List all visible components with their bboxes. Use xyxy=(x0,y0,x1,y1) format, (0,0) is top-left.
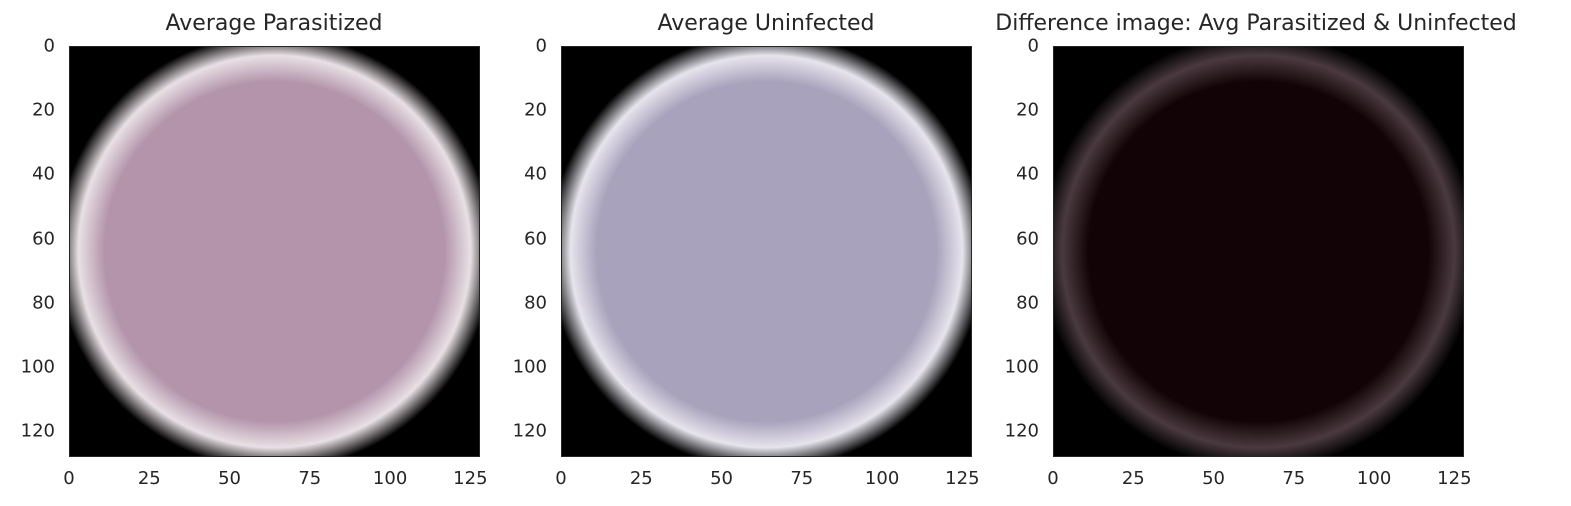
y-tick-label: 0 xyxy=(1027,35,1039,57)
y-tick-label: 100 xyxy=(512,356,547,378)
y-tick-label: 100 xyxy=(1004,356,1039,378)
average-cell-disc xyxy=(69,46,480,457)
y-tick-label: 40 xyxy=(32,163,55,185)
x-tick-label: 75 xyxy=(1282,468,1306,489)
y-tick-label: 0 xyxy=(43,35,55,57)
x-tick-label: 100 xyxy=(1356,468,1392,489)
heatmap-image xyxy=(1053,46,1464,457)
axes-frame xyxy=(1053,46,1464,457)
y-tick-label: 40 xyxy=(1016,163,1039,185)
panel-title: Average Parasitized xyxy=(165,11,383,36)
x-tick-label: 50 xyxy=(1202,468,1225,489)
heatmap-image xyxy=(69,46,480,457)
y-tick-label: 100 xyxy=(20,356,55,378)
y-tick-label: 20 xyxy=(32,99,55,121)
x-tick-label: 25 xyxy=(137,468,161,489)
x-tick-label: 50 xyxy=(710,468,733,489)
heatmap-image xyxy=(561,46,972,457)
x-tick-label: 50 xyxy=(218,468,241,489)
x-tick-label: 25 xyxy=(629,468,653,489)
y-tick-label: 80 xyxy=(32,292,55,314)
y-tick-label: 120 xyxy=(512,420,547,442)
panel-title: Difference image: Avg Parasitized & Unin… xyxy=(995,11,1517,36)
y-tick-label: 80 xyxy=(1016,292,1039,314)
x-tick-label: 125 xyxy=(945,468,980,489)
x-tick-label: 100 xyxy=(372,468,408,489)
x-tick-label: 25 xyxy=(1121,468,1145,489)
axes-frame xyxy=(561,46,972,457)
average-cell-disc xyxy=(1053,46,1464,457)
y-tick-label: 60 xyxy=(32,228,55,250)
y-tick-label: 120 xyxy=(20,420,55,442)
y-tick-label: 40 xyxy=(524,163,547,185)
y-tick-label: 60 xyxy=(524,228,547,250)
axes-frame xyxy=(69,46,480,457)
y-tick-label: 80 xyxy=(524,292,547,314)
x-tick-label: 75 xyxy=(298,468,322,489)
x-tick-label: 0 xyxy=(1047,468,1059,489)
x-tick-label: 100 xyxy=(864,468,900,489)
y-tick-label: 20 xyxy=(1016,99,1039,121)
x-tick-label: 0 xyxy=(63,468,75,489)
y-tick-label: 120 xyxy=(1004,420,1039,442)
y-tick-label: 60 xyxy=(1016,228,1039,250)
x-tick-label: 75 xyxy=(790,468,814,489)
y-tick-label: 0 xyxy=(535,35,547,57)
panel-title: Average Uninfected xyxy=(657,11,875,36)
x-tick-label: 0 xyxy=(555,468,567,489)
x-tick-label: 125 xyxy=(453,468,488,489)
x-tick-label: 125 xyxy=(1437,468,1472,489)
average-cell-disc xyxy=(561,46,972,457)
y-tick-label: 20 xyxy=(524,99,547,121)
